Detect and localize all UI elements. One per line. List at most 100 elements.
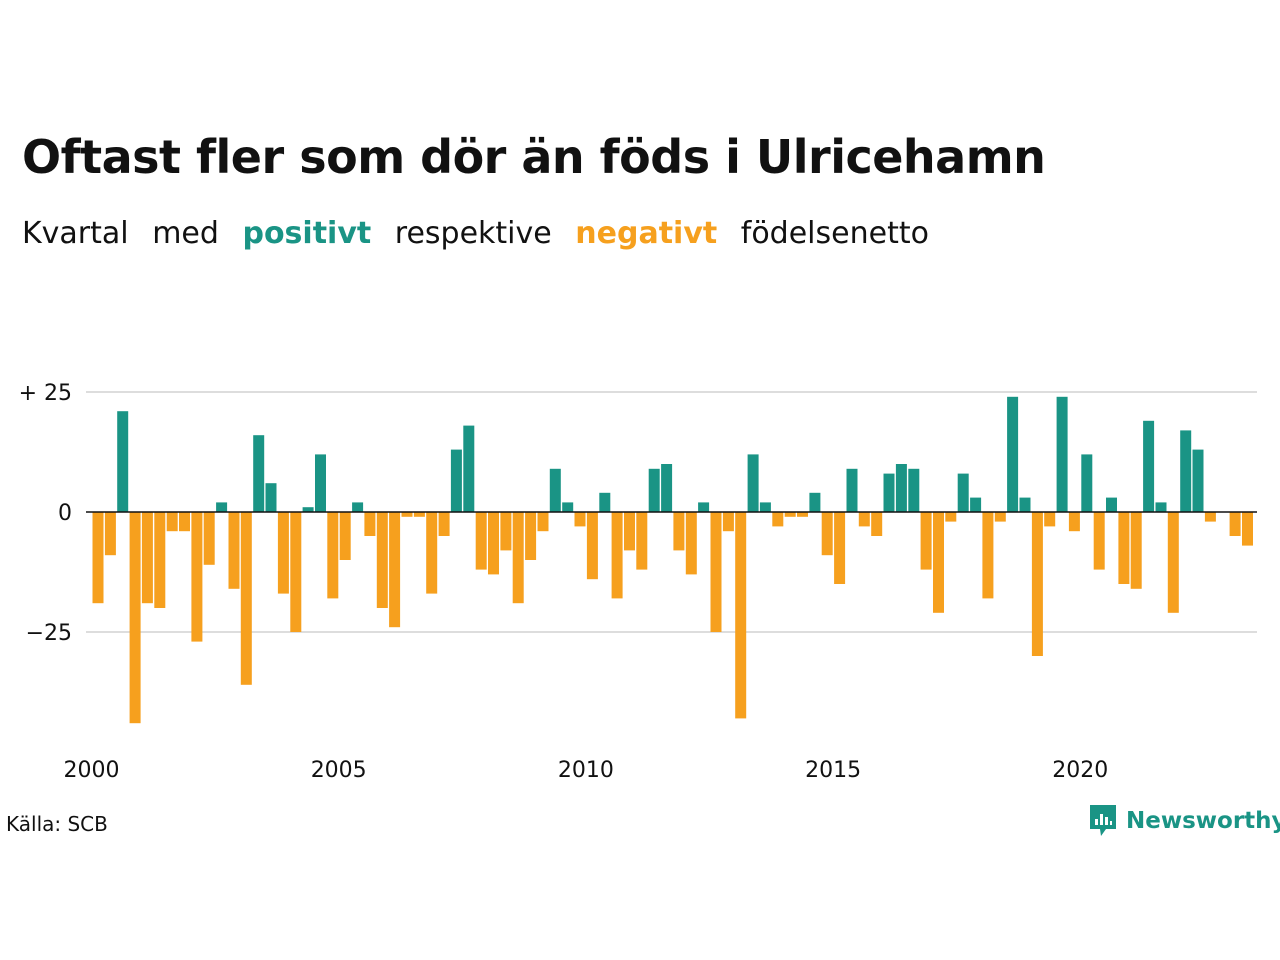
bar-negative	[240, 512, 252, 685]
y-tick-label: 0	[58, 501, 72, 526]
bar-negative	[994, 512, 1006, 522]
bar-negative	[488, 512, 499, 575]
bar-negative	[784, 512, 796, 517]
bar-negative	[327, 512, 339, 599]
bar-positive	[970, 497, 982, 512]
bar-positive	[253, 435, 265, 512]
newsworthy-logo-icon	[1090, 805, 1116, 836]
bar-negative	[834, 512, 846, 584]
bar-negative	[129, 512, 141, 724]
bar-negative	[982, 512, 994, 599]
bar-positive	[957, 473, 969, 512]
bar-positive	[549, 468, 561, 512]
bar-positive	[450, 449, 462, 512]
bar-positive	[315, 454, 326, 512]
bar-positive	[648, 468, 660, 512]
bar-positive	[1180, 430, 1192, 512]
x-tick-label: 2000	[64, 758, 120, 783]
bar-negative	[1118, 512, 1130, 584]
x-tick-label: 2015	[805, 758, 861, 783]
brand-name: Newsworthy	[1126, 808, 1280, 834]
bar-negative	[1031, 512, 1043, 656]
x-axis: 2000 2005 2010 2015 2020	[64, 511, 1257, 783]
bar-negative	[191, 512, 203, 642]
bar-negative	[389, 512, 401, 628]
bar-negative	[154, 512, 166, 608]
bar-positive	[661, 464, 673, 512]
bar-positive	[562, 502, 574, 512]
bar-negative	[1068, 512, 1080, 532]
bar-negative	[290, 512, 302, 632]
bar-negative	[710, 512, 722, 632]
bar-negative	[1093, 512, 1105, 570]
bar-positive	[846, 468, 858, 512]
x-tick-label: 2005	[311, 758, 367, 783]
bar-negative	[624, 512, 635, 551]
bar-negative	[797, 512, 808, 517]
bar-positive	[117, 411, 129, 512]
bar-negative	[636, 512, 648, 570]
bar-negative	[611, 512, 623, 599]
x-tick-label: 2010	[558, 758, 614, 783]
bar-negative	[1242, 512, 1253, 546]
bar-positive	[698, 502, 710, 512]
y-tick-label: −25	[26, 621, 72, 646]
bar-negative	[537, 512, 549, 532]
bar-negative	[141, 512, 153, 604]
subtitle-positive-word: positivt	[242, 216, 372, 251]
bar-positive	[1081, 454, 1093, 512]
bar-positive	[302, 507, 314, 512]
bar-negative	[772, 512, 784, 527]
bar-negative	[438, 512, 450, 536]
bar-negative	[376, 512, 388, 608]
bar-negative	[673, 512, 685, 551]
bar-negative	[364, 512, 376, 536]
bar-positive	[883, 473, 895, 512]
subtitle-word: Kvartal	[22, 216, 129, 251]
bar-negative	[92, 512, 104, 604]
source-note: Källa: SCB	[6, 812, 108, 836]
bar-negative	[1044, 512, 1056, 527]
bar-negative	[426, 512, 438, 594]
bar-negative	[512, 512, 524, 604]
bar-negative	[475, 512, 487, 570]
bar-positive	[463, 425, 475, 512]
bar-negative	[339, 512, 351, 560]
chart-subtitle: Kvartal med positivt respektive negativt…	[22, 216, 943, 251]
bar-negative	[525, 512, 537, 560]
bar-negative	[1167, 512, 1179, 613]
bar-negative	[722, 512, 734, 532]
bar-negative	[500, 512, 512, 551]
bar-positive	[1192, 449, 1204, 512]
bar-negative	[735, 512, 747, 719]
bar-negative	[166, 512, 178, 532]
bar-negative	[945, 512, 957, 522]
bars	[92, 396, 1253, 724]
bar-positive	[1056, 396, 1068, 512]
bar-negative	[228, 512, 240, 589]
bar-positive	[759, 502, 771, 512]
bar-negative	[413, 512, 425, 517]
bar-negative	[933, 512, 944, 613]
bar-negative	[1204, 512, 1216, 522]
bar-negative	[179, 512, 190, 532]
y-axis: + 25 0 −25	[19, 381, 72, 646]
subtitle-word: med	[152, 216, 219, 251]
bar-negative	[871, 512, 883, 536]
bar-positive	[1155, 502, 1167, 512]
bar-positive	[1143, 420, 1155, 512]
bar-positive	[809, 492, 821, 512]
bar-negative	[277, 512, 289, 594]
bar-negative	[586, 512, 598, 580]
bar-positive	[265, 483, 277, 512]
bar-positive	[599, 492, 611, 512]
bar-negative	[574, 512, 586, 527]
subtitle-word: födelsenetto	[740, 216, 929, 251]
subtitle-negative-word: negativt	[575, 216, 718, 251]
y-tick-label: + 25	[19, 381, 72, 406]
bar-positive	[1007, 396, 1019, 512]
bar-negative	[203, 512, 215, 565]
bar-positive	[908, 468, 920, 512]
grid-lines	[86, 391, 1257, 633]
